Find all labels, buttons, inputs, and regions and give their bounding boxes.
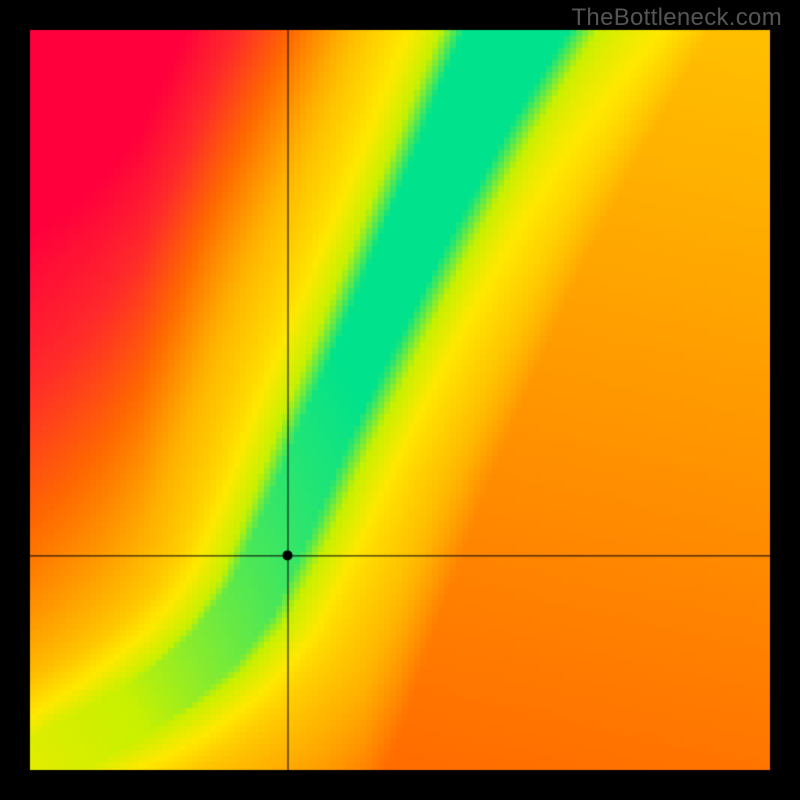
chart-container: TheBottleneck.com [0,0,800,800]
heatmap-canvas [0,0,800,800]
watermark-text: TheBottleneck.com [571,4,782,32]
